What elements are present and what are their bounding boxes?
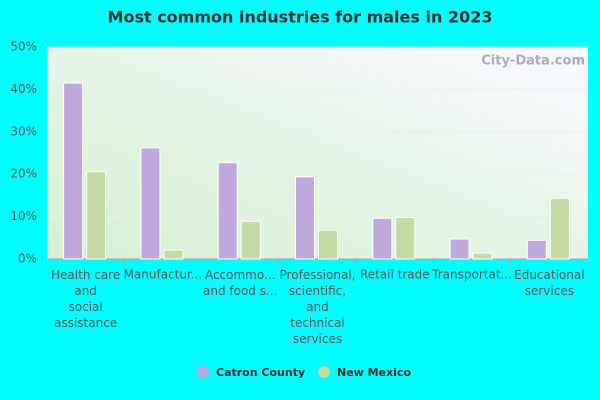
bar bbox=[217, 162, 238, 260]
y-tick-label: 30% bbox=[10, 124, 37, 138]
y-tick-label: 0% bbox=[18, 252, 37, 266]
bar bbox=[63, 82, 84, 260]
legend-label: Catron County bbox=[216, 366, 305, 379]
bar bbox=[395, 216, 416, 260]
y-tick-label: 50% bbox=[10, 40, 37, 54]
x-tick-label: Transportat... bbox=[431, 268, 512, 282]
bar bbox=[449, 238, 470, 260]
bar bbox=[86, 171, 107, 260]
bar bbox=[472, 252, 493, 260]
legend-marker bbox=[197, 366, 209, 378]
bar bbox=[140, 147, 161, 260]
y-tick-label: 40% bbox=[10, 82, 37, 96]
x-tick-label: Retail trade bbox=[360, 268, 430, 282]
bar bbox=[526, 239, 547, 260]
x-tick-label: Accommo... and food s... bbox=[203, 268, 277, 298]
y-tick-label: 20% bbox=[10, 167, 37, 181]
watermark: City-Data.com bbox=[481, 54, 585, 69]
plot-area bbox=[47, 47, 588, 259]
bar bbox=[372, 217, 393, 260]
bar bbox=[240, 220, 261, 260]
x-tick-label: Educational services bbox=[514, 268, 584, 298]
bar bbox=[318, 229, 338, 260]
legend-label: New Mexico bbox=[337, 366, 411, 379]
bar bbox=[295, 176, 315, 260]
x-tick-label: Health care and social assistance bbox=[51, 268, 120, 330]
bar bbox=[549, 197, 570, 260]
chart-title: Most common industries for males in 2023 bbox=[108, 8, 493, 27]
y-tick-label: 10% bbox=[10, 209, 37, 223]
x-tick-label: Manufactur... bbox=[124, 268, 203, 282]
legend-marker bbox=[318, 366, 330, 378]
bar bbox=[163, 249, 184, 260]
x-tick-label: Professional, scientific, and technical serv… bbox=[280, 268, 356, 346]
